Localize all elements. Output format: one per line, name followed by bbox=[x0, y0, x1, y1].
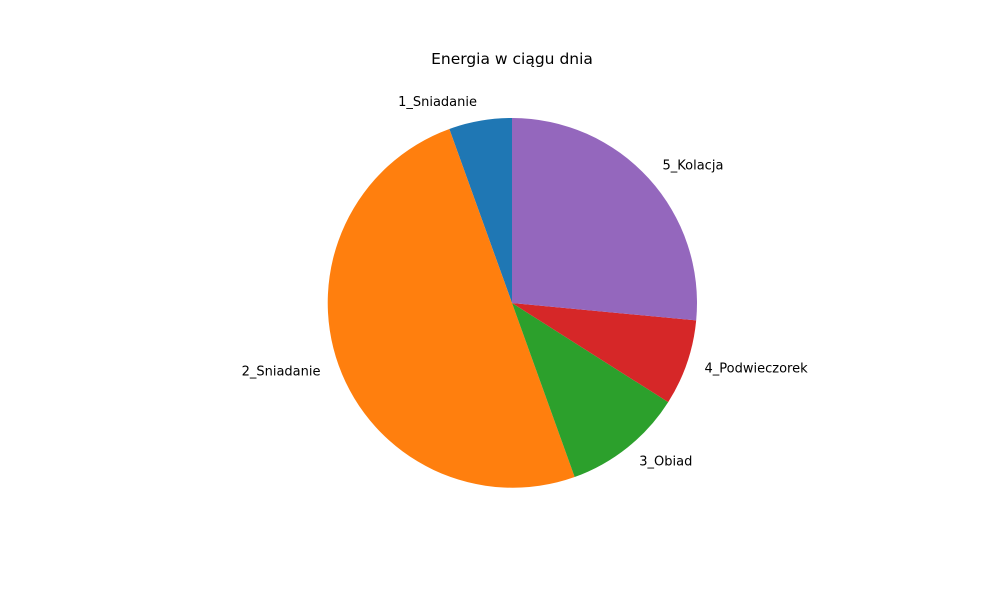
pie-slice-3 bbox=[512, 303, 669, 478]
pie-label-5: 5_Kolacja bbox=[663, 159, 724, 174]
pie-slice-4 bbox=[512, 303, 697, 403]
pie-slices bbox=[327, 118, 698, 488]
pie-label-1: 1_Sniadanie bbox=[398, 95, 477, 110]
pie-label-4: 4_Podwieczorek bbox=[705, 361, 809, 376]
pie-label-3: 3_Obiad bbox=[639, 454, 692, 469]
chart-title: Energia w ciągu dnia bbox=[431, 50, 593, 68]
pie-label-2: 2_Sniadanie bbox=[242, 364, 321, 379]
pie-slice-1 bbox=[449, 118, 512, 303]
pie-labels: 1_Sniadanie 2_Sniadanie 3_Obiad 4_Podwieczo… bbox=[242, 95, 808, 469]
pie-slice-2 bbox=[327, 128, 575, 488]
pie-slice-5 bbox=[512, 118, 698, 321]
